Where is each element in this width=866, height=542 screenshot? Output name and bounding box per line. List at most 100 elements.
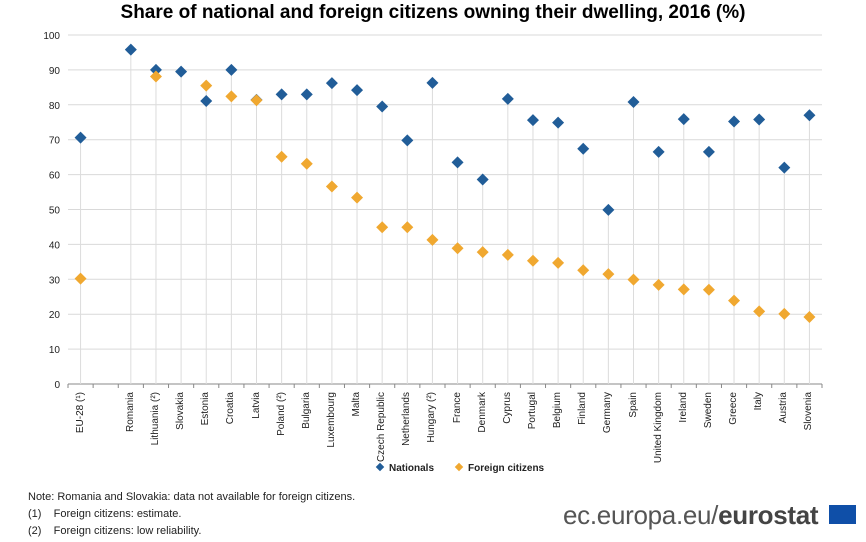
x-tick-label: Belgium — [552, 392, 564, 429]
nationals-point — [702, 145, 715, 158]
nationals-point — [526, 114, 539, 127]
foreign-point — [803, 310, 816, 323]
nationals-point — [728, 115, 741, 128]
x-tick-label: France — [451, 392, 463, 424]
x-tick-label: Estonia — [200, 392, 212, 426]
foreign-point — [728, 294, 741, 307]
nationals-point — [351, 84, 364, 97]
nationals-point — [74, 131, 87, 144]
x-tick-label: Romania — [124, 392, 136, 433]
foreign-point — [602, 268, 615, 281]
foreign-point — [627, 273, 640, 286]
foreign-point — [501, 248, 514, 261]
x-tick-label: Denmark — [476, 392, 488, 433]
nationals-point — [602, 203, 615, 216]
nationals-point — [652, 145, 665, 158]
nationals-point — [677, 113, 690, 126]
nationals-point — [426, 76, 439, 89]
logo-brand: eurostat — [718, 500, 819, 530]
y-tick-label: 90 — [49, 66, 61, 77]
x-tick-label: Netherlands — [401, 392, 413, 446]
nationals-point — [175, 65, 188, 78]
nationals-point — [124, 43, 137, 56]
note-2: (2) Foreign citizens: low reliability. — [28, 525, 202, 537]
x-tick-label: Czech Republic — [376, 392, 388, 463]
y-tick-label: 20 — [49, 310, 61, 321]
x-tick-label: Austria — [778, 392, 790, 424]
eurostat-logo: ec.europa.eu/eurostat — [563, 500, 819, 531]
foreign-point — [677, 283, 690, 296]
x-tick-label: Latvia — [250, 392, 262, 419]
nationals-point — [552, 116, 565, 129]
x-tick-label: EU-28 (¹) — [74, 392, 86, 434]
legend-foreign: Foreign citizens — [454, 462, 545, 474]
nationals-point — [501, 92, 514, 105]
nationals-point — [300, 88, 313, 101]
foreign-point — [250, 94, 263, 107]
note-1: (1) Foreign citizens: estimate. — [28, 508, 182, 520]
x-tick-label: United Kingdom — [652, 392, 664, 464]
foreign-point — [225, 90, 238, 103]
x-tick-label: Luxembourg — [325, 392, 337, 448]
y-tick-label: 70 — [49, 136, 61, 147]
x-tick-label: Bulgaria — [300, 392, 312, 429]
foreign-point — [351, 191, 364, 204]
x-tick-label: Poland (²) — [275, 392, 287, 436]
x-tick-label: Finland — [577, 392, 589, 425]
x-tick-label: Hungary (²) — [426, 392, 438, 443]
x-tick-label: Italy — [753, 392, 765, 411]
nationals-point — [401, 134, 414, 147]
foreign-point — [376, 221, 389, 234]
foreign-point — [702, 283, 715, 296]
nationals-point — [149, 63, 162, 76]
nationals-point — [803, 109, 816, 122]
foreign-point — [652, 278, 665, 291]
foreign-point — [778, 307, 791, 320]
x-tick-label: Cyprus — [501, 392, 513, 424]
nationals-point — [225, 63, 238, 76]
nationals-point — [476, 173, 489, 186]
foreign-point — [451, 242, 464, 255]
x-tick-label: Croatia — [225, 392, 237, 425]
nationals-point — [778, 161, 791, 174]
x-tick-label: Greece — [728, 392, 740, 425]
foreign-diamond-icon — [454, 462, 464, 472]
nationals-point — [627, 96, 640, 109]
x-tick-label: Germany — [602, 392, 614, 434]
y-tick-label: 0 — [54, 380, 60, 391]
foreign-point — [526, 254, 539, 267]
foreign-point — [200, 79, 213, 92]
nationals-point — [451, 156, 464, 169]
chart-title: Share of national and foreign citizens o… — [120, 2, 746, 23]
foreign-point — [401, 221, 414, 234]
foreign-point — [552, 256, 565, 269]
x-tick-label: Portugal — [526, 392, 538, 430]
x-tick-label: Malta — [351, 392, 363, 417]
foreign-point — [149, 70, 162, 83]
legend-nationals: Nationals — [375, 462, 434, 474]
foreign-point — [753, 305, 766, 318]
x-tick-label: Spain — [627, 392, 639, 418]
x-tick-label: Slovenia — [803, 392, 815, 431]
y-tick-label: 100 — [43, 31, 60, 42]
y-tick-label: 50 — [49, 206, 61, 217]
x-tick-label: Lithuania (²) — [149, 392, 161, 446]
legend-label: Foreign citizens — [468, 463, 545, 474]
foreign-point — [577, 264, 590, 277]
nationals-point — [325, 77, 338, 90]
y-tick-label: 30 — [49, 275, 61, 286]
foreign-point — [300, 157, 313, 170]
eu-flag-icon — [829, 505, 856, 524]
foreign-point — [476, 246, 489, 259]
nationals-point — [577, 142, 590, 155]
nationals-diamond-icon — [375, 462, 385, 472]
foreign-point — [74, 272, 87, 285]
x-tick-label: Slovakia — [175, 392, 187, 430]
foreign-point — [426, 233, 439, 246]
nationals-point — [200, 94, 213, 107]
y-tick-label: 10 — [49, 345, 61, 356]
foreign-point — [325, 180, 338, 193]
nationals-point — [376, 100, 389, 113]
